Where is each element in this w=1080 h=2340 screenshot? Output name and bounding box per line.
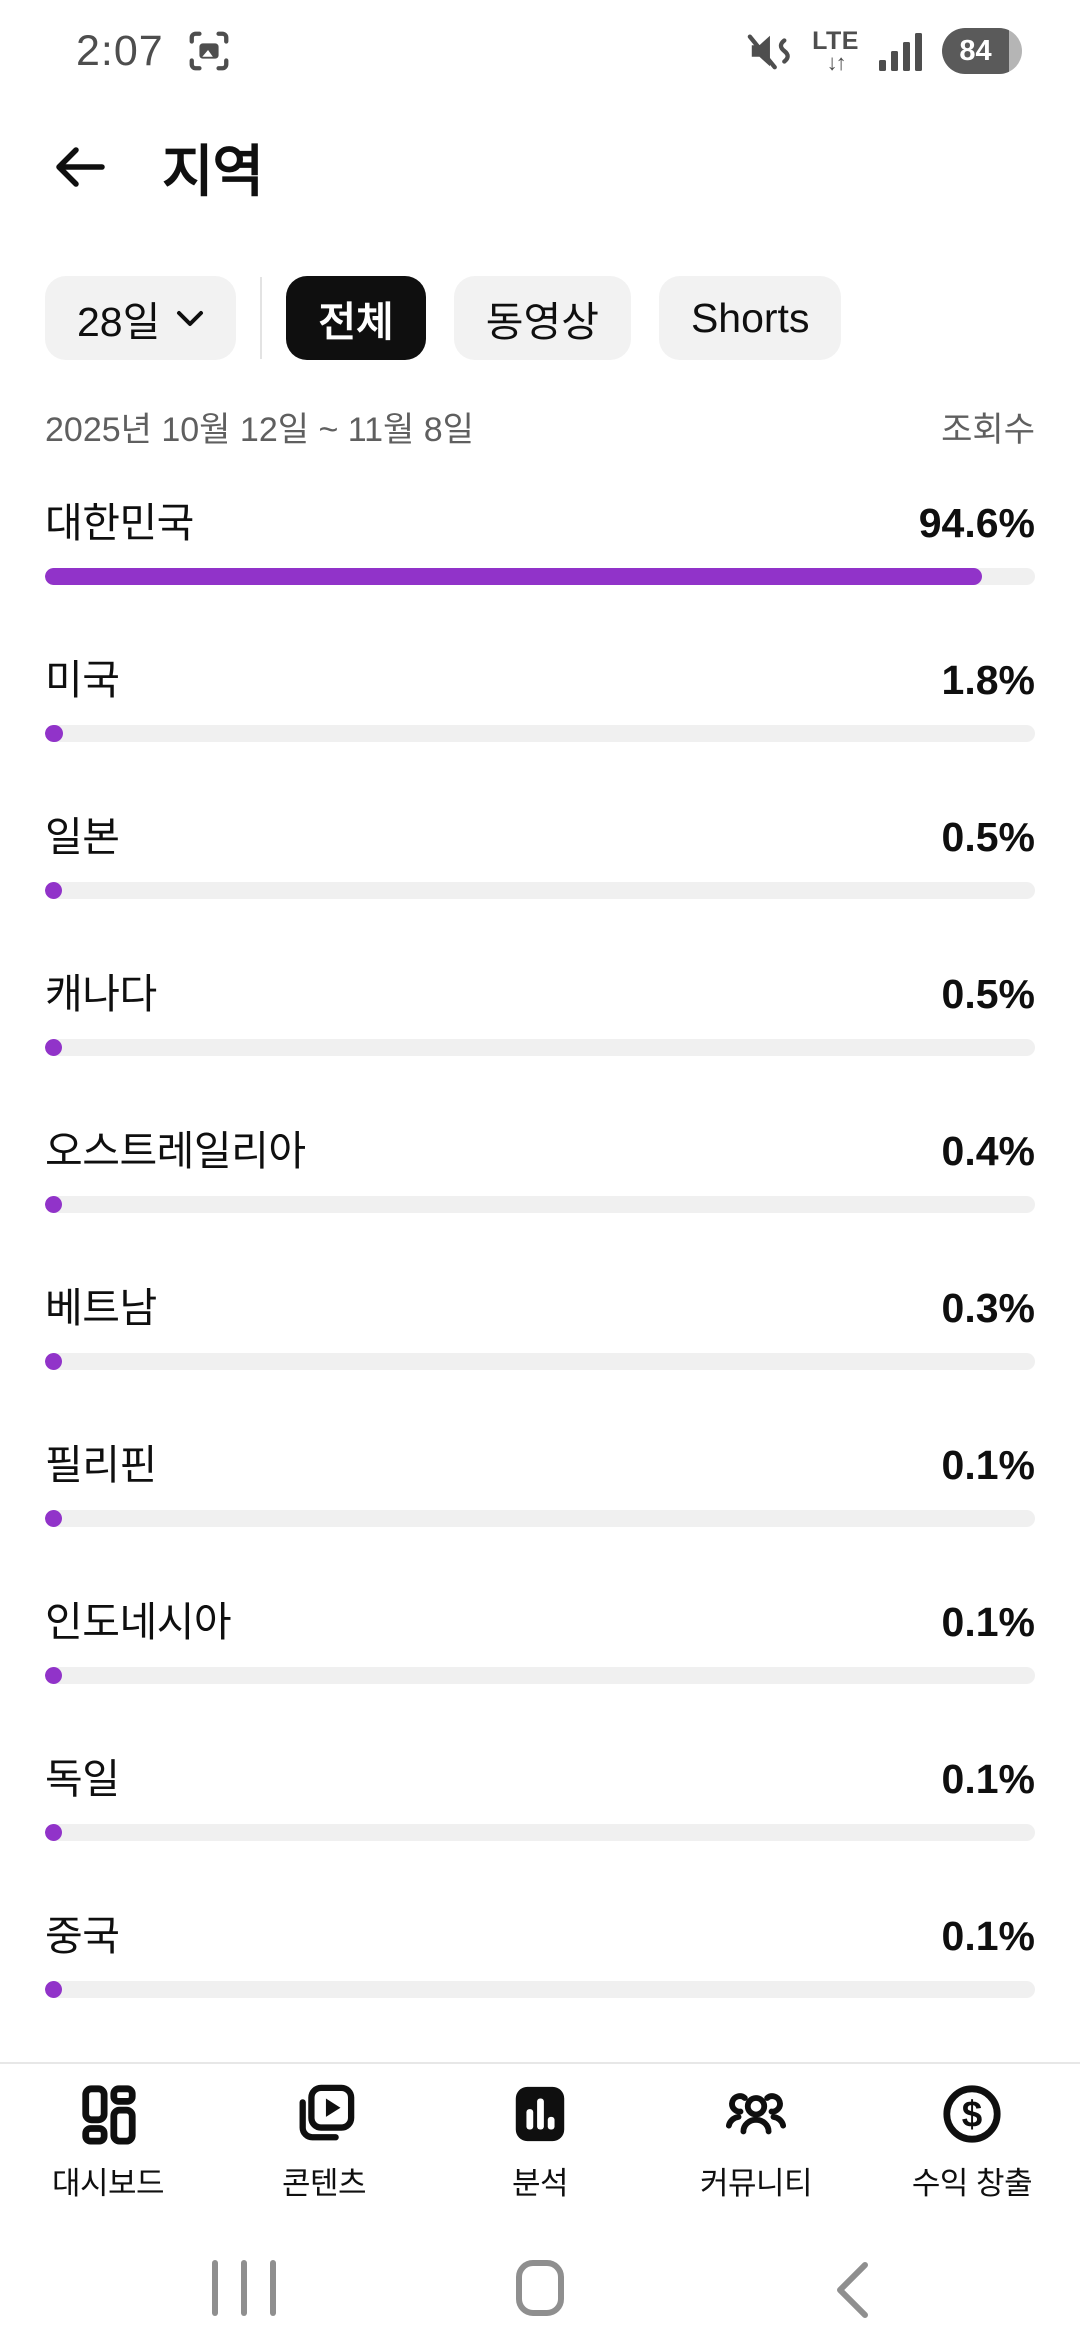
region-row[interactable]: 오스트레일리아 0.4% (45, 1126, 1035, 1213)
region-percent: 0.3% (941, 1285, 1035, 1331)
community-icon (724, 2082, 788, 2146)
nav-dashboard[interactable]: 대시보드 (0, 2082, 216, 2203)
nav-label: 커뮤니티 (699, 2166, 813, 2201)
region-name: 베트남 (45, 1285, 157, 1331)
percent-bar-fill (45, 1353, 62, 1370)
nav-community[interactable]: 커뮤니티 (648, 2082, 864, 2203)
region-name: 미국 (45, 657, 120, 703)
region-percent: 0.1% (941, 1442, 1035, 1488)
signal-strength-icon (879, 31, 922, 71)
percent-bar-fill (45, 882, 62, 899)
back-button[interactable] (50, 139, 110, 195)
content-icon (292, 2082, 356, 2146)
dashboard-icon (76, 2082, 140, 2146)
region-name: 필리핀 (45, 1442, 157, 1488)
percent-bar-track (45, 1196, 1035, 1213)
region-list: 대한민국 94.6% 미국 1.8% 일본 0.5% (0, 498, 1080, 2068)
region-name: 오스트레일리아 (45, 1128, 306, 1174)
region-percent: 0.4% (941, 1128, 1035, 1174)
bottom-navigation: 대시보드 콘텐츠 (0, 2062, 1080, 2340)
region-row[interactable]: 중국 0.1% (45, 1911, 1035, 1998)
nav-label: 분석 (511, 2166, 569, 2201)
region-percent: 0.5% (941, 971, 1035, 1017)
percent-bar-track (45, 725, 1035, 742)
tab-videos[interactable]: 동영상 (453, 276, 631, 360)
nav-monetization[interactable]: $ 수익 창출 (864, 2082, 1080, 2203)
percent-bar-track (45, 1039, 1035, 1056)
percent-bar-track (45, 1510, 1035, 1527)
monetization-icon: $ (940, 2082, 1004, 2146)
percent-bar-fill (45, 1039, 62, 1056)
region-name: 인도네시아 (45, 1599, 232, 1645)
android-navigation-bar (0, 2236, 1080, 2340)
region-name: 중국 (45, 1913, 120, 1959)
svg-text:$: $ (962, 2094, 982, 2135)
region-row[interactable]: 베트남 0.3% (45, 1283, 1035, 1370)
percent-bar-track (45, 1353, 1035, 1370)
region-row[interactable]: 독일 0.1% (45, 1754, 1035, 1841)
analytics-icon (508, 2082, 572, 2146)
chevron-down-icon (177, 310, 204, 326)
region-percent: 0.1% (941, 1756, 1035, 1802)
percent-bar-track (45, 568, 1035, 585)
region-name: 독일 (45, 1756, 120, 1802)
region-percent: 0.5% (941, 814, 1035, 860)
home-button[interactable] (516, 2260, 564, 2316)
period-dropdown[interactable]: 28일 (45, 276, 237, 360)
back-nav-button[interactable] (832, 2260, 872, 2320)
status-bar: 2:07 LTE (0, 0, 1080, 92)
clock: 2:07 (76, 26, 164, 75)
percent-bar-fill (45, 1981, 62, 1998)
percent-bar-track (45, 882, 1035, 899)
region-percent: 1.8% (941, 657, 1035, 703)
battery-percent: 84 (959, 34, 992, 67)
percent-bar-fill (45, 1196, 62, 1213)
tab-all[interactable]: 전체 (286, 276, 426, 360)
region-percent: 94.6% (918, 500, 1035, 546)
region-name: 일본 (45, 814, 120, 860)
date-range: 2025년 10월 12일 ~ 11월 8일 (45, 411, 474, 449)
nav-analytics[interactable]: 분석 (432, 2082, 648, 2203)
region-row[interactable]: 미국 1.8% (45, 655, 1035, 742)
percent-bar-track (45, 1824, 1035, 1841)
metric-label: 조회수 (941, 411, 1035, 449)
percent-bar-fill (45, 1667, 62, 1684)
lte-indicator: LTE ↓↑ (812, 26, 859, 75)
meta-row: 2025년 10월 12일 ~ 11월 8일 조회수 (0, 402, 1080, 451)
percent-bar-fill (45, 1510, 62, 1527)
percent-bar-track (45, 1981, 1035, 1998)
percent-bar-fill (45, 725, 63, 742)
nav-label: 수익 창출 (911, 2166, 1033, 2201)
region-row[interactable]: 필리핀 0.1% (45, 1440, 1035, 1527)
chip-divider (260, 277, 263, 359)
battery-fill (942, 28, 1009, 74)
region-percent: 0.1% (941, 1913, 1035, 1959)
percent-bar-fill (45, 568, 982, 585)
region-name: 대한민국 (45, 500, 194, 546)
tab-shorts[interactable]: Shorts (658, 276, 842, 360)
nav-content[interactable]: 콘텐츠 (216, 2082, 432, 2203)
region-row[interactable]: 일본 0.5% (45, 812, 1035, 899)
filter-bar: 28일 전체 동영상 Shorts (0, 276, 1080, 360)
percent-bar-fill (45, 1824, 62, 1841)
battery-indicator: 84 (942, 28, 1022, 74)
nav-label: 콘텐츠 (281, 2166, 367, 2201)
region-row[interactable]: 대한민국 94.6% (45, 498, 1035, 585)
content-type-tabs: 전체 동영상 Shorts (286, 276, 842, 360)
region-row[interactable]: 캐나다 0.5% (45, 969, 1035, 1056)
page-title: 지역 (162, 139, 264, 203)
region-percent: 0.1% (941, 1599, 1035, 1645)
region-row[interactable]: 인도네시아 0.1% (45, 1597, 1035, 1684)
screenshot-indicator-icon (186, 28, 232, 74)
recents-button[interactable] (212, 2260, 276, 2316)
region-name: 캐나다 (45, 971, 157, 1017)
mute-icon (746, 29, 792, 73)
percent-bar-track (45, 1667, 1035, 1684)
nav-label: 대시보드 (51, 2166, 165, 2201)
header: 지역 (0, 112, 1080, 222)
